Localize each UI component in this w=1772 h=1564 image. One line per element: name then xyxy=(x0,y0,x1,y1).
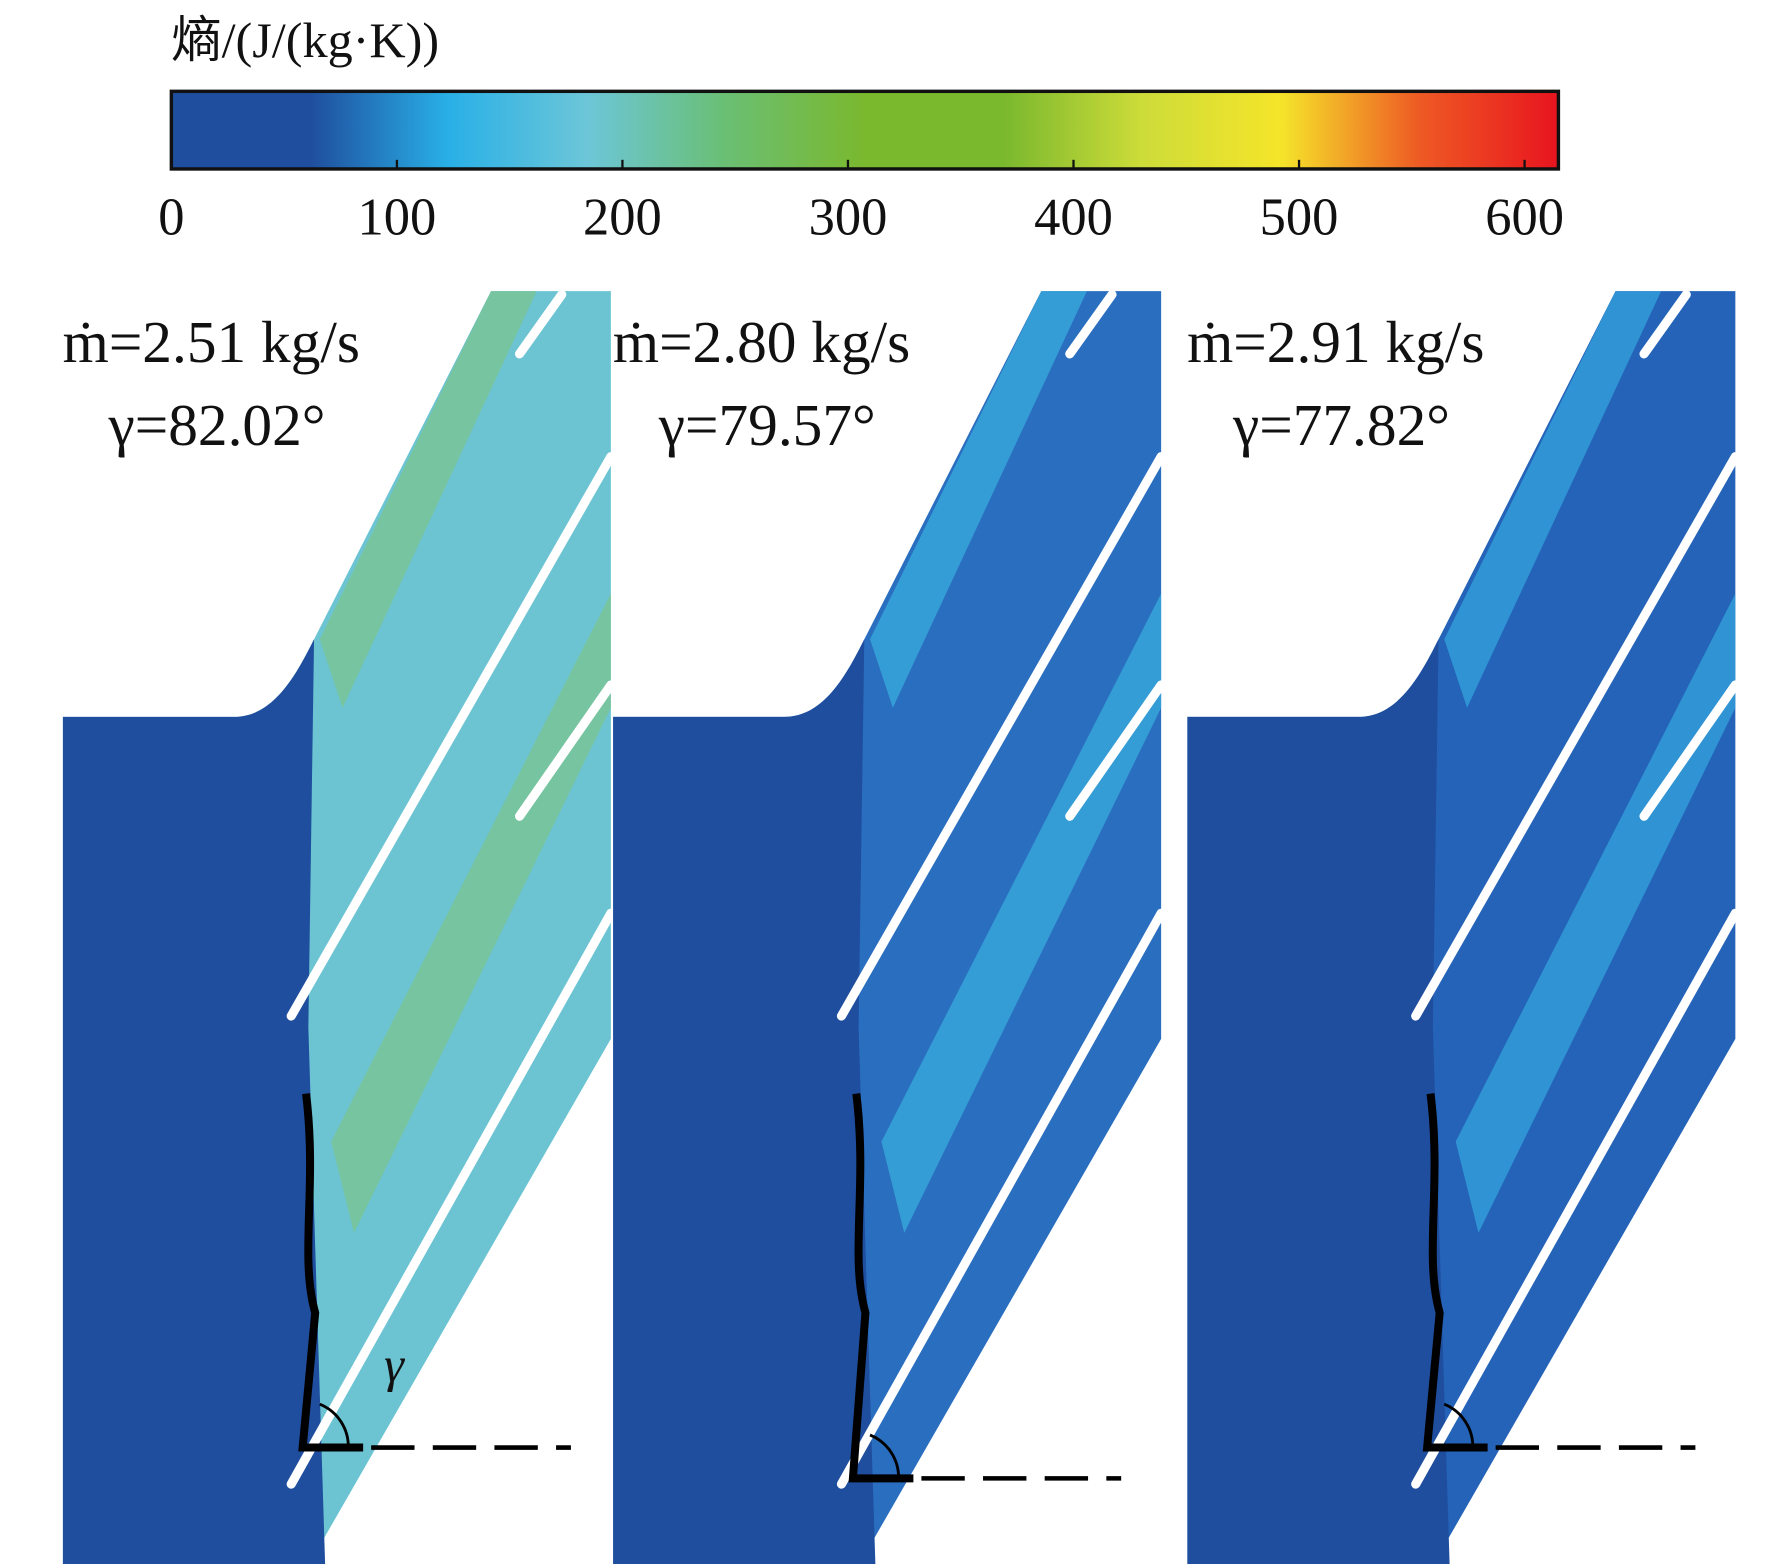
contour-panel: ṁ=2.51 kg/s γ=82.02° γ xyxy=(62,289,616,1564)
contour-panel: ṁ=2.80 kg/s γ=79.57° xyxy=(613,289,1166,1564)
angle-arc xyxy=(869,1433,900,1479)
blade xyxy=(286,452,616,1021)
colorbar-tick-label: 0 xyxy=(158,189,184,247)
angle-arc xyxy=(319,1402,350,1448)
blade xyxy=(1065,680,1166,821)
shock-line xyxy=(848,1093,914,1483)
flow-streak xyxy=(319,291,611,1233)
inlet-region xyxy=(613,639,876,1564)
blade xyxy=(1411,452,1740,1021)
inlet-region xyxy=(62,639,326,1564)
mass-flow-label: ṁ=2.51 kg/s xyxy=(63,309,360,375)
angle-label: γ=79.57° xyxy=(658,392,876,458)
blade xyxy=(286,908,616,1489)
shock-line xyxy=(1422,1093,1488,1452)
colorbar xyxy=(169,89,1561,171)
colorbar-tick-label: 200 xyxy=(583,189,662,247)
blade xyxy=(836,908,1166,1489)
inlet-region xyxy=(1187,639,1450,1564)
blade xyxy=(1639,289,1691,359)
colorbar-tick-label: 100 xyxy=(358,189,437,247)
colorbar-tick-label: 500 xyxy=(1260,189,1339,247)
contour-panel: ṁ=2.91 kg/s γ=77.82° xyxy=(1187,289,1740,1564)
blade xyxy=(514,680,616,821)
blade xyxy=(836,452,1166,1021)
blade xyxy=(1639,680,1740,821)
blade xyxy=(1065,289,1117,359)
angle-symbol: γ xyxy=(384,1336,405,1392)
blade xyxy=(514,289,567,359)
shock-line xyxy=(298,1093,364,1452)
colorbar-tick-label: 400 xyxy=(1034,189,1113,247)
colorbar-title: 熵/(J/(kg·K)) xyxy=(171,12,439,68)
mass-flow-label: ṁ=2.80 kg/s xyxy=(613,309,910,375)
colorbar-tick-label: 300 xyxy=(809,189,888,247)
angle-label: γ=82.02° xyxy=(108,392,326,458)
colorbar-tick-label: 600 xyxy=(1485,189,1564,247)
blade xyxy=(1411,908,1740,1489)
angle-arc xyxy=(1443,1402,1475,1448)
flow-streak xyxy=(1444,291,1736,1233)
mass-flow-label: ṁ=2.91 kg/s xyxy=(1187,309,1484,375)
flow-streak xyxy=(870,291,1162,1233)
angle-label: γ=77.82° xyxy=(1232,392,1450,458)
